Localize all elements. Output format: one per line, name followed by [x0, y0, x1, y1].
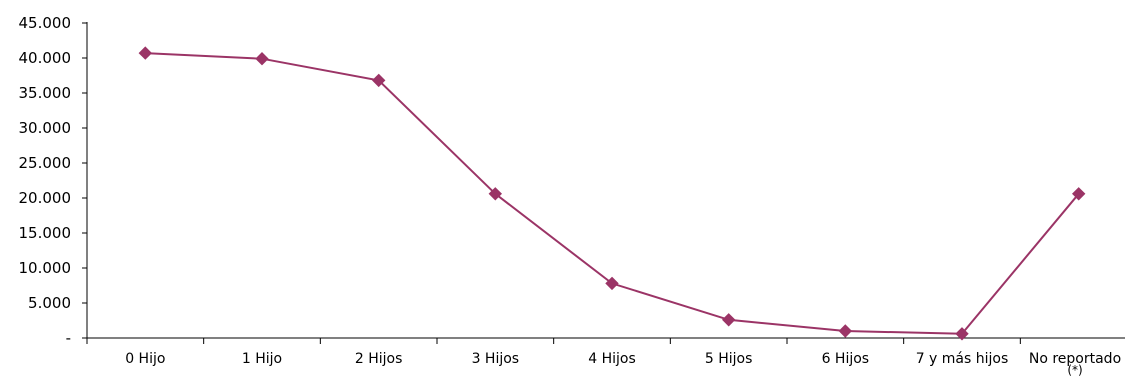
y-tick-label: 30.000 — [19, 119, 72, 137]
y-tick-label: 15.000 — [19, 224, 72, 242]
data-point — [605, 276, 619, 291]
x-tick-label: No reportado (*) — [1029, 351, 1121, 377]
y-tick-label: 35.000 — [19, 84, 72, 102]
y-tick-label: 20.000 — [19, 189, 72, 207]
x-tick-label: 4 Hijos — [588, 351, 636, 367]
data-point — [838, 324, 853, 338]
x-tick-label: 1 Hijo — [242, 351, 282, 367]
data-point — [1071, 187, 1086, 201]
x-axis: 0 Hijo 1 Hijo 2 Hijos 3 Hijos 4 Hijos 5 Hijos… — [86, 337, 1125, 377]
y-tick-label: - — [66, 329, 71, 347]
data-point — [138, 46, 153, 60]
x-tick-label: 5 Hijos — [705, 351, 753, 367]
x-tick-label: 2 Hijos — [355, 351, 403, 367]
y-tick-label: 45.000 — [19, 14, 72, 32]
x-tick-label: 0 Hijo — [125, 351, 165, 367]
data-point — [488, 187, 503, 201]
x-tick-label: 7 y más hijos — [916, 351, 1009, 367]
series — [138, 46, 1086, 341]
data-point — [255, 51, 269, 66]
y-axis: - 5.000 10.000 15.000 20.000 25.000 30.000 35.0… — [19, 14, 88, 347]
data-point — [371, 73, 386, 88]
data-point — [955, 327, 969, 341]
y-tick-label: 5.000 — [28, 294, 71, 312]
data-point — [721, 313, 736, 327]
x-tick-label: 3 Hijos — [472, 351, 520, 367]
y-tick-label: 40.000 — [19, 49, 72, 67]
series-line — [145, 52, 1080, 335]
y-tick-label: 10.000 — [19, 259, 72, 277]
y-tick-label: 25.000 — [19, 154, 72, 172]
x-tick-label: 6 Hijos — [822, 351, 870, 367]
